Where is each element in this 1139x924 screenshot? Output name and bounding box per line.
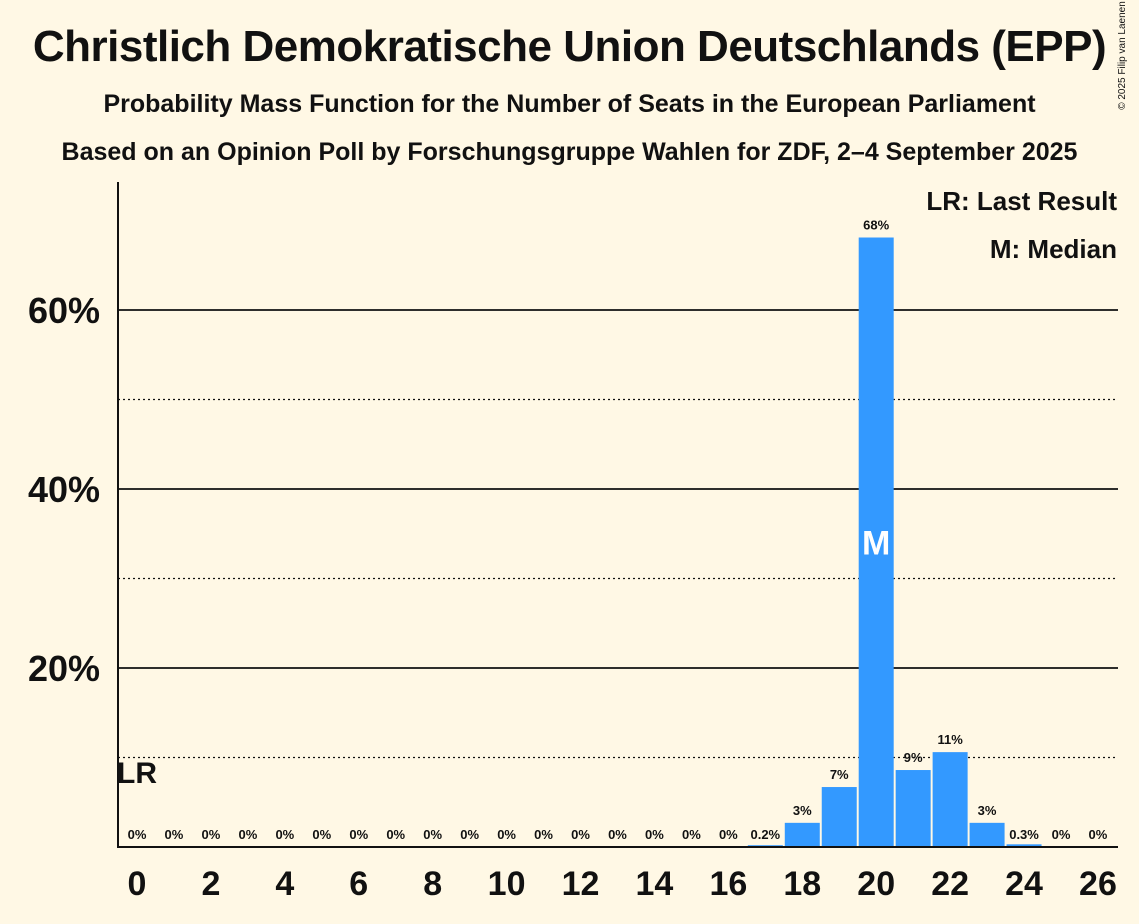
bar-value-label: 0%: [423, 827, 442, 842]
x-tick-label: 4: [275, 865, 294, 903]
bar-value-label: 0.3%: [1009, 827, 1039, 842]
bar-value-label: 0%: [238, 827, 257, 842]
y-tick-label: 20%: [28, 648, 100, 689]
bar-value-label: 0%: [719, 827, 738, 842]
x-tick-label: 18: [783, 865, 821, 903]
bar-value-label: 3%: [978, 803, 997, 818]
bar-value-label: 0%: [202, 827, 221, 842]
bar-value-label: 0%: [165, 827, 184, 842]
x-tick-label: 16: [709, 865, 747, 903]
bar-value-label: 0%: [497, 827, 516, 842]
y-tick-label: 40%: [28, 469, 100, 510]
bar-value-label: 0%: [571, 827, 590, 842]
bar-value-label: 0%: [1089, 827, 1108, 842]
bar-value-label: 0%: [460, 827, 479, 842]
y-tick-label: 60%: [28, 290, 100, 331]
x-tick-label: 24: [1005, 865, 1043, 903]
bar-value-label: 0%: [349, 827, 368, 842]
bar-value-label: 11%: [937, 732, 963, 747]
x-tick-label: 26: [1079, 865, 1117, 903]
bar-value-label: 0%: [128, 827, 147, 842]
bar: [895, 770, 931, 847]
last-result-marker: LR: [117, 757, 157, 790]
chart-subtitle: Probability Mass Function for the Number…: [103, 90, 1036, 118]
bar: [858, 237, 894, 847]
bar-value-label: 0%: [386, 827, 405, 842]
x-tick-label: 12: [562, 865, 600, 903]
bar-value-label: 0%: [645, 827, 664, 842]
bar: [969, 822, 1005, 847]
bar-value-label: 0%: [608, 827, 627, 842]
x-tick-label: 8: [423, 865, 442, 903]
bar-value-label: 68%: [863, 218, 889, 233]
bar-value-label: 0%: [682, 827, 701, 842]
x-tick-label: 14: [636, 865, 674, 903]
bar-value-label: 3%: [793, 803, 812, 818]
x-tick-label: 2: [201, 865, 220, 903]
x-tick-label: 0: [128, 865, 147, 903]
legend-median: M: Median: [990, 234, 1117, 264]
median-marker: M: [862, 524, 890, 562]
bar-value-label: 9%: [904, 750, 923, 765]
bar-value-label: 0%: [1052, 827, 1071, 842]
x-tick-label: 20: [857, 865, 895, 903]
bar: [821, 787, 857, 847]
bar-value-label: 7%: [830, 767, 849, 782]
x-tick-label: 6: [349, 865, 368, 903]
x-tick-label: 10: [488, 865, 526, 903]
chart-source: Based on an Opinion Poll by Forschungsgr…: [61, 138, 1078, 166]
bar: [932, 752, 968, 847]
chart-title: Christlich Demokratische Union Deutschla…: [32, 22, 1107, 71]
bar-value-label: 0.2%: [750, 827, 780, 842]
bar-value-label: 0%: [312, 827, 331, 842]
x-tick-label: 22: [931, 865, 969, 903]
bar-value-label: 0%: [275, 827, 294, 842]
bar: [1006, 844, 1042, 847]
bar: [784, 822, 820, 847]
legend-last-result: LR: Last Result: [926, 186, 1117, 216]
bar-value-label: 0%: [534, 827, 553, 842]
